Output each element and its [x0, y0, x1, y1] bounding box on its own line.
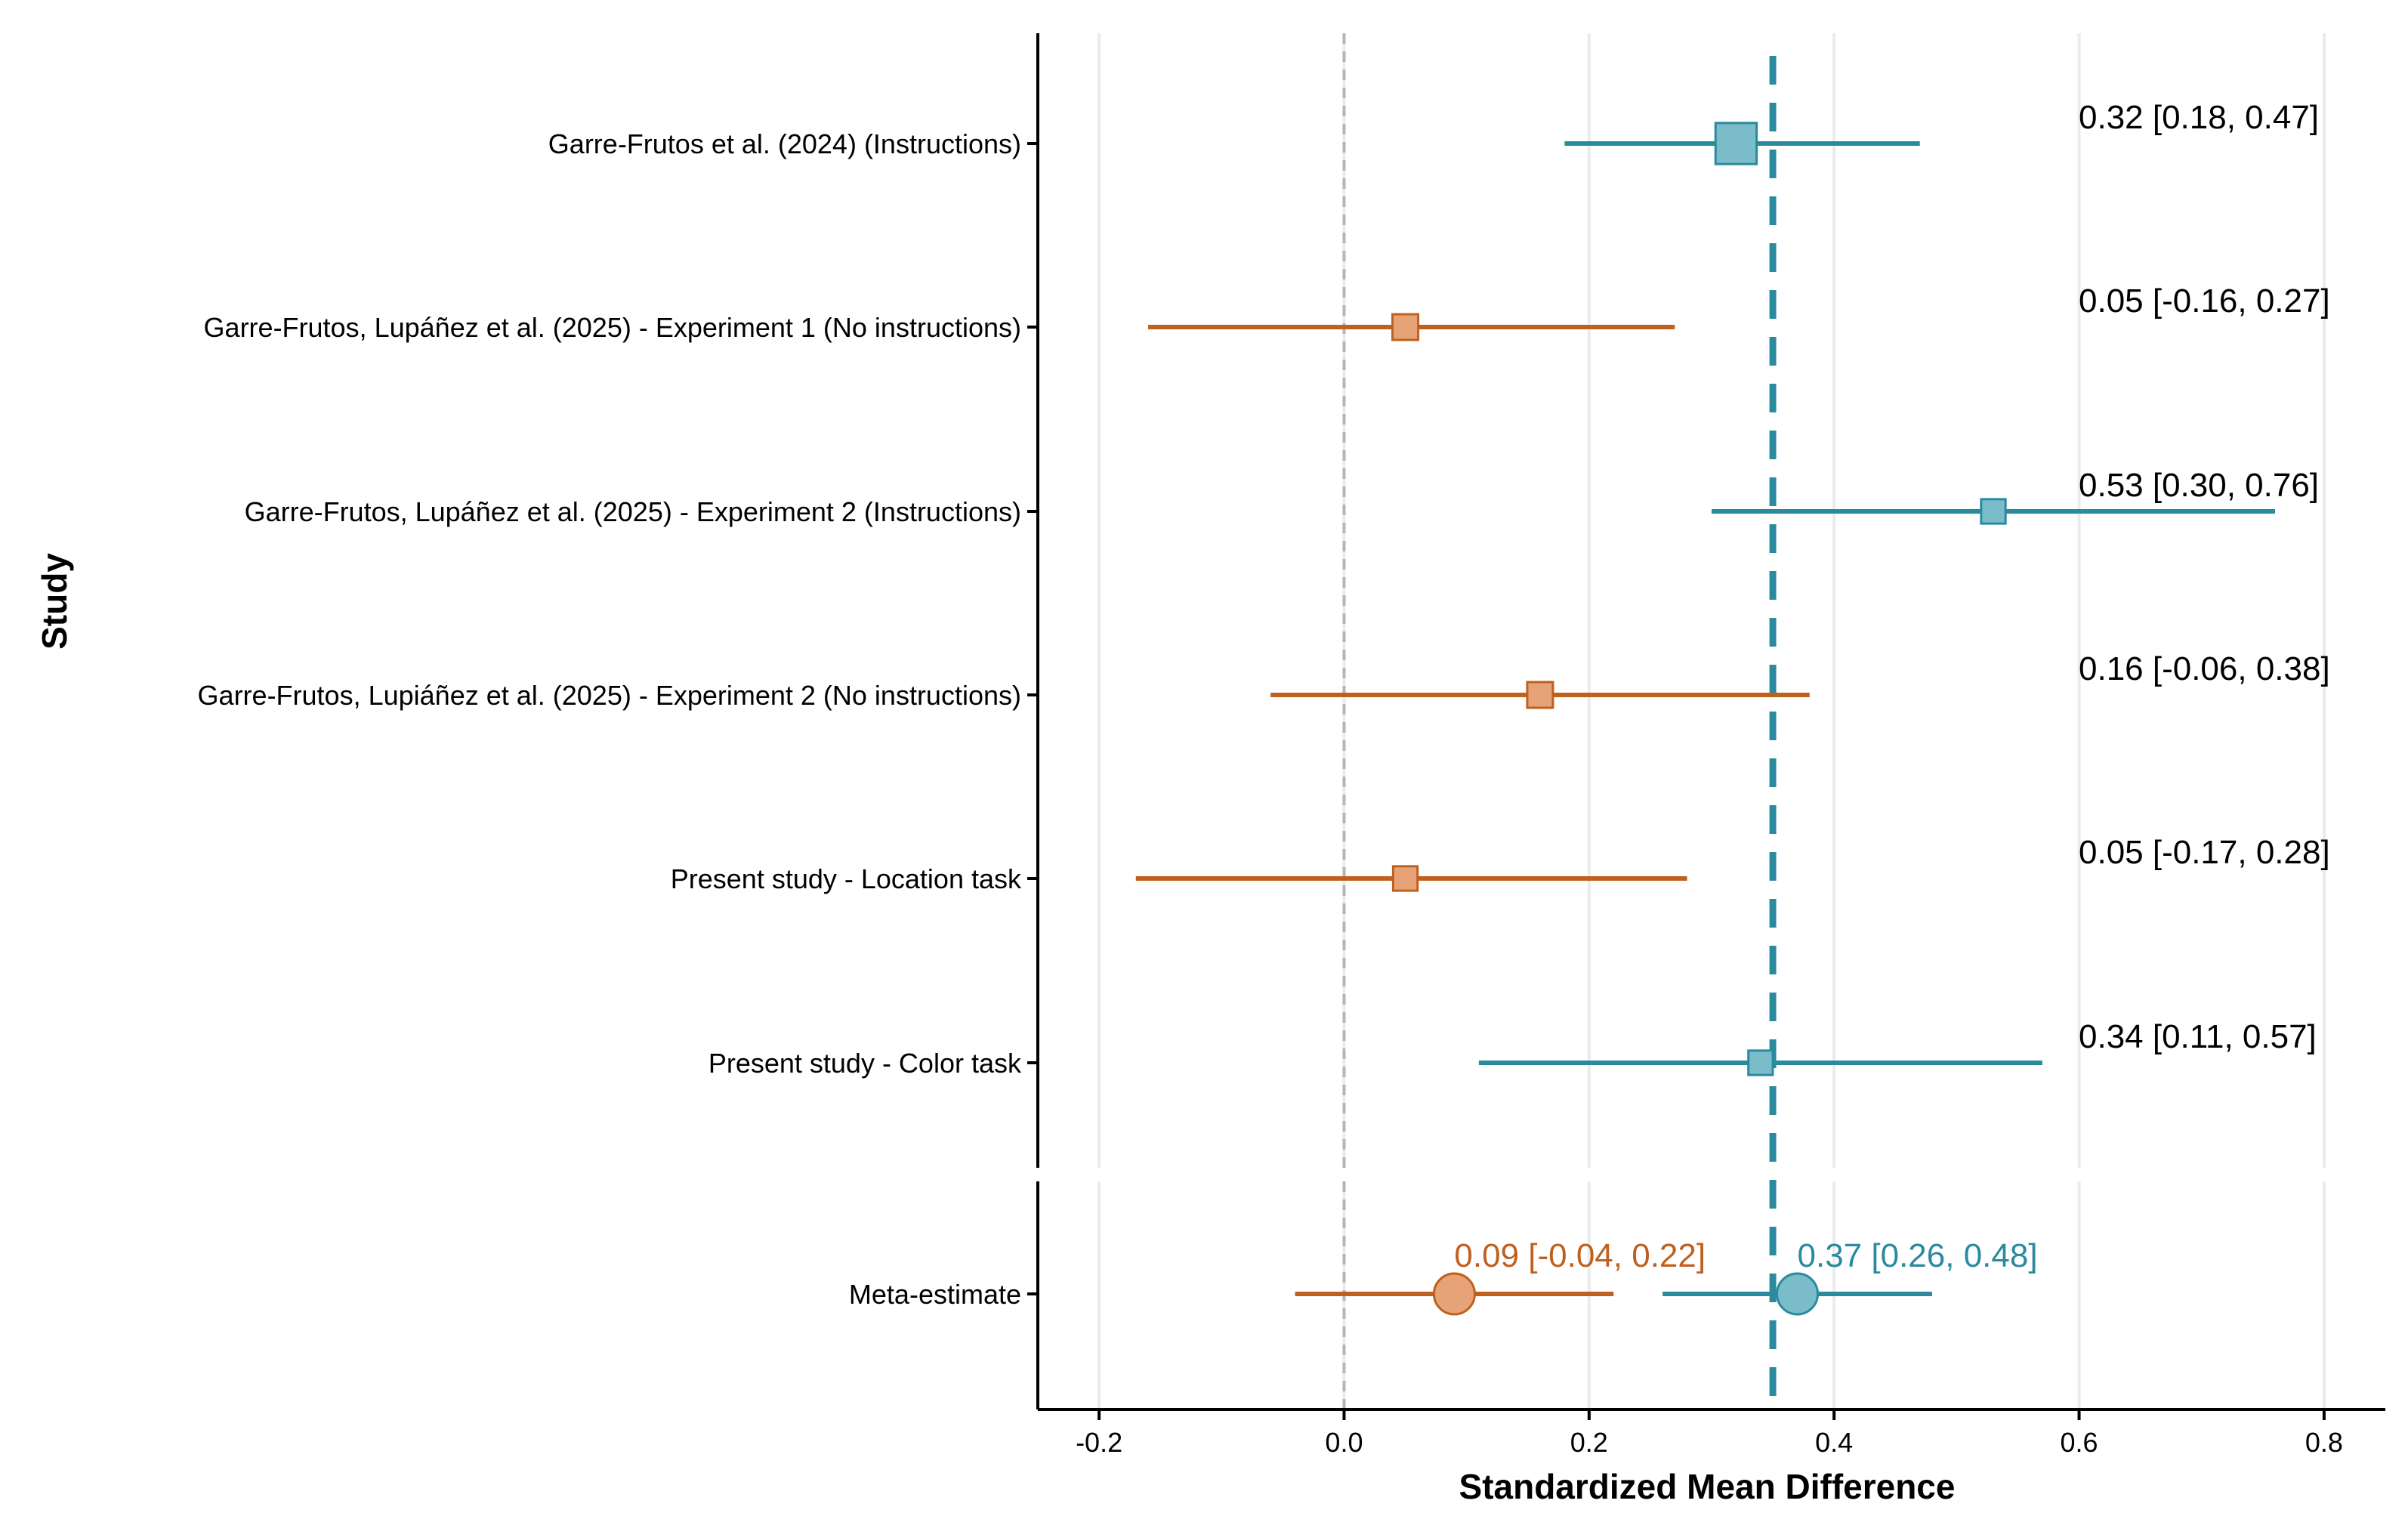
study-ci-label-2: 0.53 [0.30, 0.76] — [2079, 467, 2319, 504]
study-label-3: Garre-Frutos, Lupiáñez et al. (2025) - E… — [198, 680, 1021, 711]
x-tick-label-5: 0.8 — [2305, 1427, 2343, 1458]
study-point-2 — [1980, 498, 2007, 525]
point-estimates — [1391, 122, 2007, 1316]
meta-point-0 — [1432, 1272, 1476, 1316]
study-label-2: Garre-Frutos, Lupáñez et al. (2025) - Ex… — [245, 496, 1021, 527]
study-point-0 — [1714, 122, 1758, 165]
study-point-3 — [1526, 681, 1554, 709]
x-tick-label-0: -0.2 — [1076, 1427, 1122, 1458]
study-ci-label-5: 0.34 [0.11, 0.57] — [2079, 1018, 2317, 1055]
meta-point-1 — [1776, 1272, 1820, 1316]
labels: Garre-Frutos et al. (2024) (Instructions… — [198, 99, 2330, 1310]
study-label-4: Present study - Location task — [671, 863, 1022, 894]
meta-ci-label-1: 0.37 [0.26, 0.48] — [1798, 1237, 2038, 1274]
grid-layer — [1097, 33, 2326, 1409]
x-tick-label-4: 0.6 — [2061, 1427, 2098, 1458]
x-axis-title: Standardized Mean Difference — [1459, 1467, 1956, 1506]
x-tick-label-1: 0.0 — [1325, 1427, 1363, 1458]
meta-estimate-label: Meta-estimate — [849, 1279, 1021, 1310]
study-label-1: Garre-Frutos, Lupáñez et al. (2025) - Ex… — [204, 312, 1021, 343]
study-ci-label-4: 0.05 [-0.17, 0.28] — [2079, 834, 2330, 871]
x-tick-label-3: 0.4 — [1815, 1427, 1853, 1458]
study-point-5 — [1747, 1049, 1774, 1076]
y-axis-title: Study — [35, 553, 74, 650]
study-ci-label-3: 0.16 [-0.06, 0.38] — [2079, 650, 2330, 687]
study-label-5: Present study - Color task — [709, 1048, 1022, 1079]
study-point-1 — [1391, 313, 1420, 341]
meta-ci-label-0: 0.09 [-0.04, 0.22] — [1454, 1237, 1706, 1274]
study-ci-label-1: 0.05 [-0.16, 0.27] — [2079, 283, 2330, 320]
x-tick-label-2: 0.2 — [1570, 1427, 1608, 1458]
study-label-0: Garre-Frutos et al. (2024) (Instructions… — [548, 128, 1021, 159]
study-ci-label-0: 0.32 [0.18, 0.47] — [2079, 99, 2319, 136]
axes: -0.2 0.0 0.2 0.4 0.6 0.8 — [1027, 33, 2385, 1458]
study-point-4 — [1391, 865, 1419, 892]
reference-lines — [1342, 33, 1777, 1409]
